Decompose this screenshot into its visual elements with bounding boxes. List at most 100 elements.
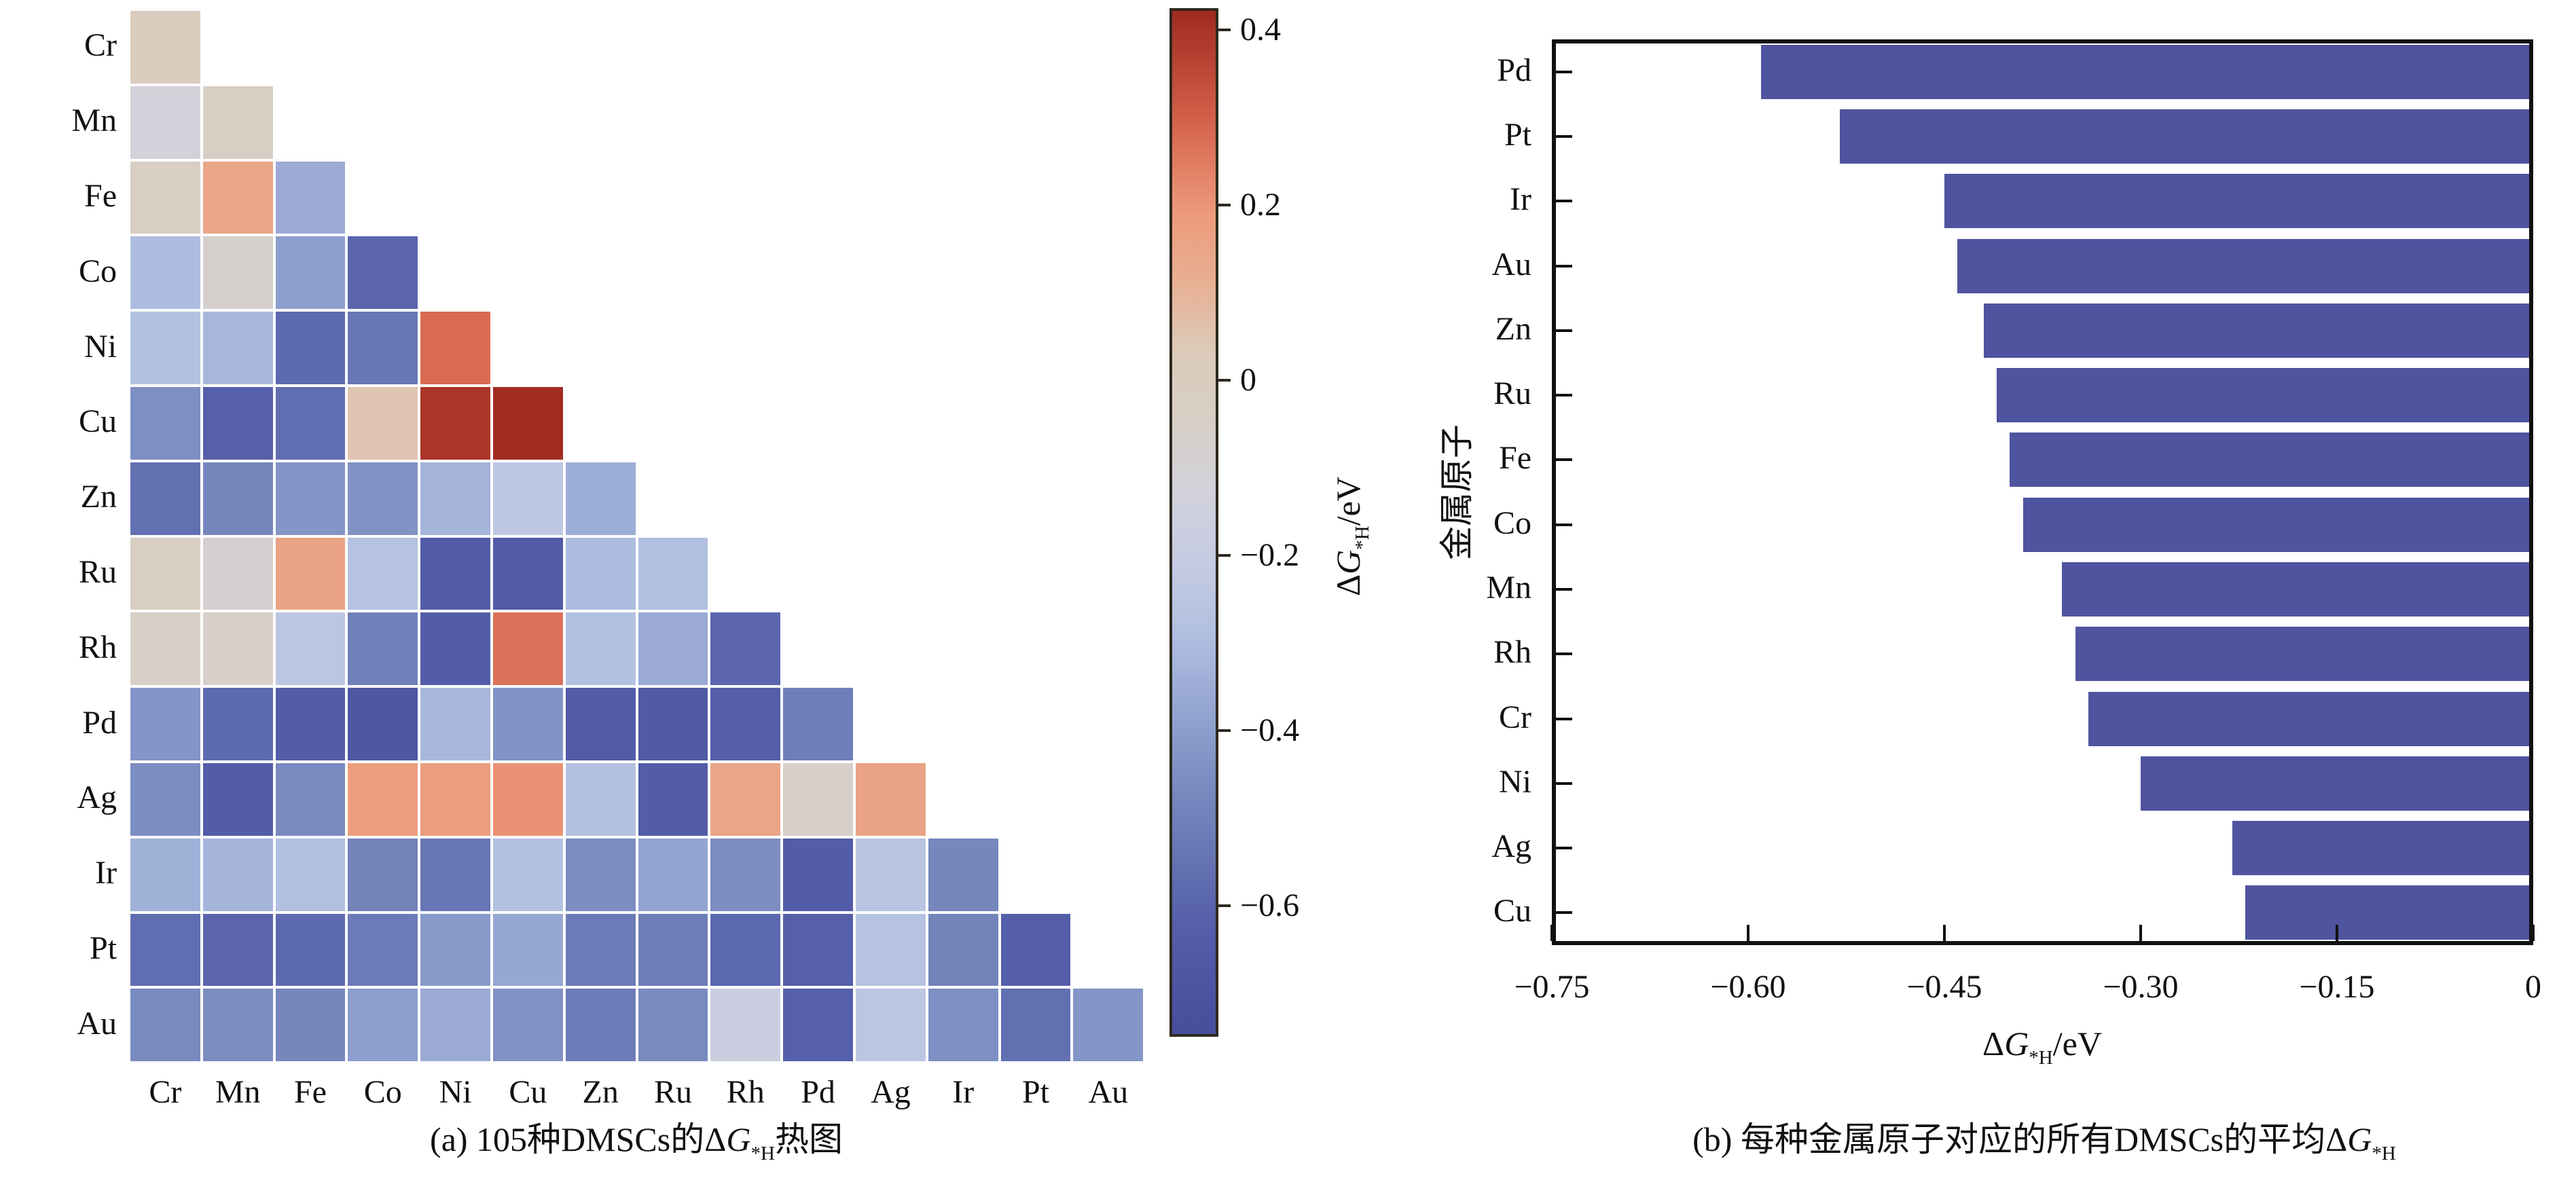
heatmap-cell [130,838,200,911]
heatmap-cell [856,763,926,836]
barchart-y-tick-label: Ir [1510,181,1531,218]
barchart-y-tick-label: Pt [1504,116,1531,153]
barchart-y-tick-label: Mn [1486,569,1531,606]
heatmap-cell [565,612,636,686]
bar [1839,109,2529,164]
heatmap-row-label: Mn [71,103,117,139]
heatmap-cell [565,989,636,1062]
barchart-x-tick-mark [1943,925,1946,941]
heatmap-cell [202,763,273,836]
heatmap-column-label: Cr [149,1074,182,1110]
heatmap-cell [130,86,200,159]
heatmap-cell [928,913,998,987]
barchart-y-tick-mark [1556,70,1572,73]
barchart-y-tick-label: Pd [1497,52,1531,88]
heatmap-cell [420,838,490,911]
heatmap-cell [783,838,853,911]
bar [1997,368,2529,423]
heatmap-cell [710,612,781,686]
heatmap-cell [275,989,346,1062]
barchart-y-tick-mark [1556,200,1572,203]
colorbar-tick-label: 0 [1240,361,1256,398]
heatmap-cell [275,688,346,760]
heatmap-row-label: Cu [78,403,117,440]
heatmap-column-label: Pd [801,1074,835,1110]
delta-g-subscript: *H [1352,526,1374,550]
bar [1761,44,2529,99]
barchart-y-tick-label: Ni [1499,763,1531,800]
heatmap-cell [202,537,273,610]
heatmap-cell [348,763,418,836]
heatmap-column-label: Ru [653,1074,692,1110]
bar [2141,756,2529,811]
heatmap-cell [638,763,708,836]
heatmap-cell [130,537,200,610]
heatmap-cell [348,387,418,460]
heatmap-cell [130,688,200,760]
heatmap-row-label: Ru [78,554,117,590]
heatmap-cell [783,763,853,836]
colorbar [1169,8,1218,1037]
bar [1983,303,2529,358]
heatmap-cell [202,462,273,535]
heatmap-cell [493,612,563,686]
bar [2232,821,2529,876]
heatmap-cell [275,913,346,987]
heatmap-cell [348,913,418,987]
heatmap-cell [348,462,418,535]
heatmap-column-label: Ir [952,1074,975,1110]
barchart-x-tick-mark [2532,925,2535,941]
heatmap-cell [130,161,200,234]
barchart-x-tick-label: −0.15 [2299,969,2375,1005]
heatmap-cell [928,989,998,1062]
colorbar-tick-mark [1218,729,1231,732]
colorbar-tick-label: −0.2 [1240,536,1300,573]
heatmap-cell [856,838,926,911]
delta-g-symbol: G [1329,549,1367,574]
heatmap-cell [420,312,490,384]
heatmap-cell [202,161,273,234]
heatmap-cell [275,236,346,310]
heatmap-cell [202,387,273,460]
heatmap-cell [275,537,346,610]
heatmap-cell [275,612,346,686]
heatmap-cell [275,387,346,460]
bar [2088,691,2529,746]
heatmap-column-label: Fe [293,1074,327,1110]
heatmap-row-label: Co [78,253,117,289]
heatmap-cell [202,86,273,159]
heatmap-row-label: Au [77,1005,117,1042]
heatmap-cell [202,688,273,760]
heatmap-cell [275,838,346,911]
heatmap-cell [275,161,346,234]
heatmap-cell [202,838,273,911]
heatmap-cell [1000,913,1071,987]
heatmap-row-label: Ag [77,779,117,816]
colorbar-tick-mark [1218,904,1231,907]
bar [2022,497,2529,552]
heatmap-cell [420,913,490,987]
heatmap-column-label: Ag [871,1074,911,1110]
delta-g-symbol: G [2347,1120,2372,1158]
heatmap-cell [420,763,490,836]
heatmap-row-label: Ir [95,855,117,891]
heatmap-row-label: Rh [78,629,117,665]
colorbar-tick-mark [1218,204,1231,207]
heatmap-column-label: Co [363,1074,402,1110]
heatmap-cell [420,688,490,760]
heatmap-cell [565,763,636,836]
heatmap-cell [710,688,781,760]
heatmap-cell [275,763,346,836]
colorbar-tick-label: 0.2 [1240,187,1281,223]
barchart-y-tick-mark [1556,911,1572,915]
heatmap-column-label: Cu [509,1074,547,1110]
heatmap-row-label: Pt [89,930,117,966]
bar [1957,238,2529,293]
barchart-y-tick-mark [1556,523,1572,526]
heatmap-cell [202,312,273,384]
heatmap-cell [348,688,418,760]
heatmap-cell [493,537,563,610]
heatmap-cell [783,688,853,760]
caption-a: (a) 105种DMSCs的ΔG*H热图 [430,1120,843,1165]
